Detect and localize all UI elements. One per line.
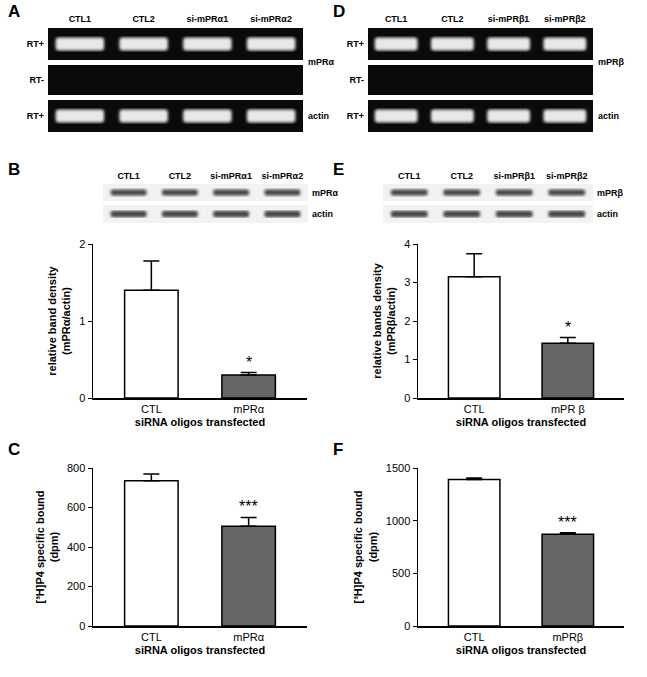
svg-text:relative bands density(mPRβ/ac: relative bands density(mPRβ/actin) [371,262,397,378]
html-text:si-mPRβ1: si-mPRβ1 [487,14,530,24]
svg-text:500: 500 [392,567,410,579]
html-text:RT-: RT- [349,75,364,85]
svg-text:mPR β: mPR β [551,403,585,415]
svg-text:1: 1 [79,315,85,327]
svg-text:1000: 1000 [386,515,410,527]
html-text:si-mPRα1: si-mPRα1 [210,171,252,181]
svg-text:[³H]P4 specific bound(dpm): [³H]P4 specific bound(dpm) [34,490,60,603]
svg-text:CTL: CTL [464,631,485,643]
html-text:A: A [8,2,21,21]
html-text:CTL2: CTL2 [168,171,192,181]
svg-text:*: * [246,354,252,371]
svg-text:CTL: CTL [141,631,162,643]
svg-text:***: *** [558,514,577,531]
html-text:RT+: RT+ [26,39,44,49]
svg-text:CTL: CTL [464,403,485,415]
html-text:C: C [8,440,21,459]
svg-text:mPRα: mPRα [233,631,264,643]
html-text:B: B [8,160,21,179]
svg-text:0: 0 [404,620,410,632]
html-text:CTL2: CTL2 [441,14,464,24]
svg-text:3: 3 [404,276,410,288]
html-text:mPRα: mPRα [312,187,338,198]
html-text:si-mPRβ1: si-mPRβ1 [493,171,535,181]
svg-text:600: 600 [67,501,85,513]
svg-text:4: 4 [404,238,410,250]
html-text:RT-: RT- [29,75,44,85]
svg-text:1: 1 [404,353,410,365]
svg-text:siRNA oligos transfected: siRNA oligos transfected [135,644,265,656]
svg-text:siRNA oligos transfected: siRNA oligos transfected [456,644,586,656]
svg-text:***: *** [239,498,258,515]
svg-text:siRNA oligos transfected: siRNA oligos transfected [456,416,586,428]
html-text:actin: actin [597,209,618,219]
html-text:CTL1: CTL1 [398,171,421,181]
html-text:RT+: RT+ [346,39,364,49]
html-text:CTL1: CTL1 [117,171,140,181]
svg-text:400: 400 [67,541,85,553]
html-text:si-mPRβ2: si-mPRβ2 [546,171,588,181]
svg-text:CTL: CTL [141,403,162,415]
svg-text:relative band density(mPRα/act: relative band density(mPRα/actin) [46,265,72,375]
html-text:D: D [333,2,346,21]
html-text:F: F [333,440,344,459]
svg-text:siRNA oligos transfected: siRNA oligos transfected [135,416,265,428]
svg-text:[³H]P4 specific bound(dpm): [³H]P4 specific bound(dpm) [352,490,378,603]
html-text:mPRβ: mPRβ [597,187,623,198]
html-text:mPRβ: mPRβ [598,56,624,67]
html-text:si-mPRα2: si-mPRα2 [261,171,304,181]
svg-text:0: 0 [404,392,410,404]
html-text:CTL1: CTL1 [384,14,408,24]
svg-text:0: 0 [79,620,85,632]
svg-text:mPRβ: mPRβ [552,631,583,643]
svg-text:800: 800 [67,462,85,474]
svg-text:1500: 1500 [386,462,410,474]
html-text:mPRα: mPRα [308,56,334,67]
svg-text:*: * [565,319,571,336]
html-text:si-mPRα1: si-mPRα1 [186,14,229,24]
html-text:CTL1: CTL1 [68,14,92,24]
html-text:E: E [333,160,345,179]
html-text:actin: actin [312,209,333,219]
html-text:actin: actin [308,111,329,121]
svg-text:2: 2 [79,238,85,250]
svg-text:2: 2 [404,315,410,327]
svg-text:200: 200 [67,580,85,592]
html-text:si-mPRα2: si-mPRα2 [250,14,292,24]
svg-text:0: 0 [79,392,85,404]
html-text:si-mPRβ2: si-mPRβ2 [544,14,586,24]
svg-text:mPRα: mPRα [233,403,264,415]
html-text:CTL2: CTL2 [450,171,473,181]
html-text:actin: actin [598,111,619,121]
html-text:RT+: RT+ [346,111,364,121]
html-text:RT+: RT+ [26,111,44,121]
html-text:CTL2: CTL2 [132,14,155,24]
